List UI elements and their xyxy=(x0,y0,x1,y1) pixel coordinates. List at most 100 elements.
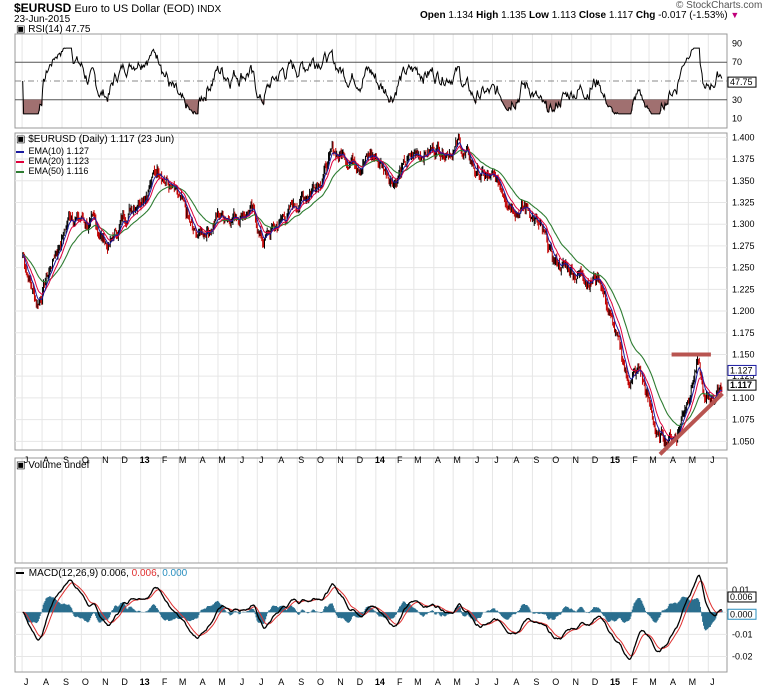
x-tick-label: A xyxy=(43,677,49,687)
macd-value: 0.006 xyxy=(101,568,127,579)
ema10-label: EMA(10) 1.127 xyxy=(28,146,90,156)
rsi-last-tag xyxy=(727,76,757,88)
x-tick-label: M xyxy=(179,455,187,465)
price-icon: ▣ xyxy=(16,134,26,145)
high-label: High xyxy=(476,10,499,21)
ema20-line xyxy=(22,145,722,438)
ema50-line xyxy=(22,149,722,427)
x-tick-label: M xyxy=(689,455,697,465)
ema20-label: EMA(20) 1.123 xyxy=(28,156,90,166)
y-tick-label: 1.075 xyxy=(732,415,755,425)
ohlc-bar: Open 1.134 High 1.135 Low 1.113 Close 1.… xyxy=(420,10,739,21)
ema20-legend: EMA(20) 1.123 xyxy=(16,156,89,166)
x-tick-label: N xyxy=(102,677,109,687)
y-tick-label: 1.275 xyxy=(732,241,755,251)
y-tick-label: 1.250 xyxy=(732,263,755,273)
y-tick-label: 1.175 xyxy=(732,328,755,338)
ema10-swatch xyxy=(16,150,24,153)
x-tick-label: J xyxy=(710,455,715,465)
macd-last-tag-text: 0.006 xyxy=(730,592,753,602)
last-price-tag-text: 1.127 xyxy=(730,365,753,375)
y-tick-label: 1.225 xyxy=(732,284,755,294)
x-tick-label: M xyxy=(649,677,657,687)
x-tick-label: J xyxy=(475,455,480,465)
x-tick-label: F xyxy=(397,455,403,465)
x-tick-label: J xyxy=(24,677,29,687)
last-price-tag-text: 1.117 xyxy=(730,380,752,390)
y-tick-label: 1.150 xyxy=(732,349,755,359)
volume-icon: ▣ xyxy=(16,460,26,471)
macd-tick-label: -0.02 xyxy=(732,652,753,662)
x-tick-label: A xyxy=(278,677,284,687)
hist-last-tag-text: 0.000 xyxy=(730,609,753,619)
macd-tick-label: -0.01 xyxy=(732,629,753,639)
macd-tick-label: 0.01 xyxy=(732,585,750,595)
low-label: Low xyxy=(528,10,549,21)
x-tick-label: D xyxy=(357,455,364,465)
hist-last-tag xyxy=(727,608,757,620)
x-tick-label: N xyxy=(337,455,344,465)
rsi-icon: ▣ xyxy=(16,24,26,35)
x-tick-label: A xyxy=(278,455,284,465)
x-tick-label: N xyxy=(572,677,579,687)
y-tick-label: 1.200 xyxy=(732,306,755,316)
x-tick-label: J xyxy=(475,677,480,687)
x-axis: J J A A S S O O N N D D 13 13 F F M M A A M M J J J J A A S S O O N N D D 14… xyxy=(24,455,715,687)
x-tick-label: N xyxy=(102,455,109,465)
x-tick-label: O xyxy=(317,455,324,465)
ema10-line xyxy=(22,141,722,442)
x-tick-label: 15 xyxy=(610,677,620,687)
rsi-label-text: RSI(14) 47.75 xyxy=(28,24,91,35)
down-triangle-icon: ▼ xyxy=(730,10,740,20)
open-label: Open xyxy=(420,10,446,21)
x-tick-label: M xyxy=(179,677,187,687)
ema10-legend: EMA(10) 1.127 xyxy=(16,146,89,156)
x-tick-label: D xyxy=(592,677,599,687)
x-tick-label: M xyxy=(414,455,422,465)
price-label-text: $EURUSD (Daily) 1.117 (23 Jun) xyxy=(28,134,175,145)
x-tick-label: 14 xyxy=(375,455,385,465)
panel-frame xyxy=(14,132,728,451)
x-tick-label: S xyxy=(63,455,69,465)
x-tick-label: J xyxy=(240,677,245,687)
macd-label-text: MACD(12,26,9) xyxy=(28,568,99,579)
x-tick-label: J xyxy=(240,455,245,465)
x-tick-label: J xyxy=(259,677,264,687)
x-tick-label: D xyxy=(121,455,128,465)
x-tick-label: M xyxy=(649,455,657,465)
y-tick-label: 1.325 xyxy=(732,197,755,207)
x-tick-label: A xyxy=(43,455,49,465)
y-tick-label: 1.350 xyxy=(732,176,755,186)
x-tick-label: A xyxy=(435,455,441,465)
x-tick-label: S xyxy=(63,677,69,687)
x-tick-label: O xyxy=(552,455,559,465)
chg-label: Chg xyxy=(635,10,656,21)
rsi-tick-label: 90 xyxy=(732,38,742,48)
x-tick-label: N xyxy=(337,677,344,687)
x-tick-label: S xyxy=(533,455,539,465)
signal-value: 0.006 xyxy=(131,568,157,579)
ema20-swatch xyxy=(16,160,24,163)
x-tick-label: M xyxy=(689,677,697,687)
macd-label: MACD(12,26,9) 0.006, 0.006, 0.000 xyxy=(16,568,187,579)
y-tick-label: 1.050 xyxy=(732,436,755,446)
symbol: $EURUSD xyxy=(14,1,72,15)
x-tick-label: S xyxy=(298,677,304,687)
x-tick-label: A xyxy=(513,455,519,465)
y-tick-label: 1.300 xyxy=(732,219,755,229)
x-tick-label: O xyxy=(82,455,89,465)
x-tick-label: M xyxy=(218,677,226,687)
chart-date: 23-Jun-2015 xyxy=(14,14,71,25)
volume-panel xyxy=(14,457,728,564)
open-value: 1.134 xyxy=(448,10,474,21)
x-tick-label: J xyxy=(710,677,715,687)
instrument-name: Euro to US Dollar (EOD) xyxy=(74,3,195,15)
chg-value: -0.017 (-1.53%) xyxy=(658,10,728,21)
x-tick-label: O xyxy=(317,677,324,687)
x-tick-label: J xyxy=(24,455,29,465)
x-tick-label: F xyxy=(632,677,638,687)
last-price-tag xyxy=(727,364,757,376)
x-tick-label: J xyxy=(494,677,499,687)
volume-label: ▣ Volume undef xyxy=(16,460,89,471)
